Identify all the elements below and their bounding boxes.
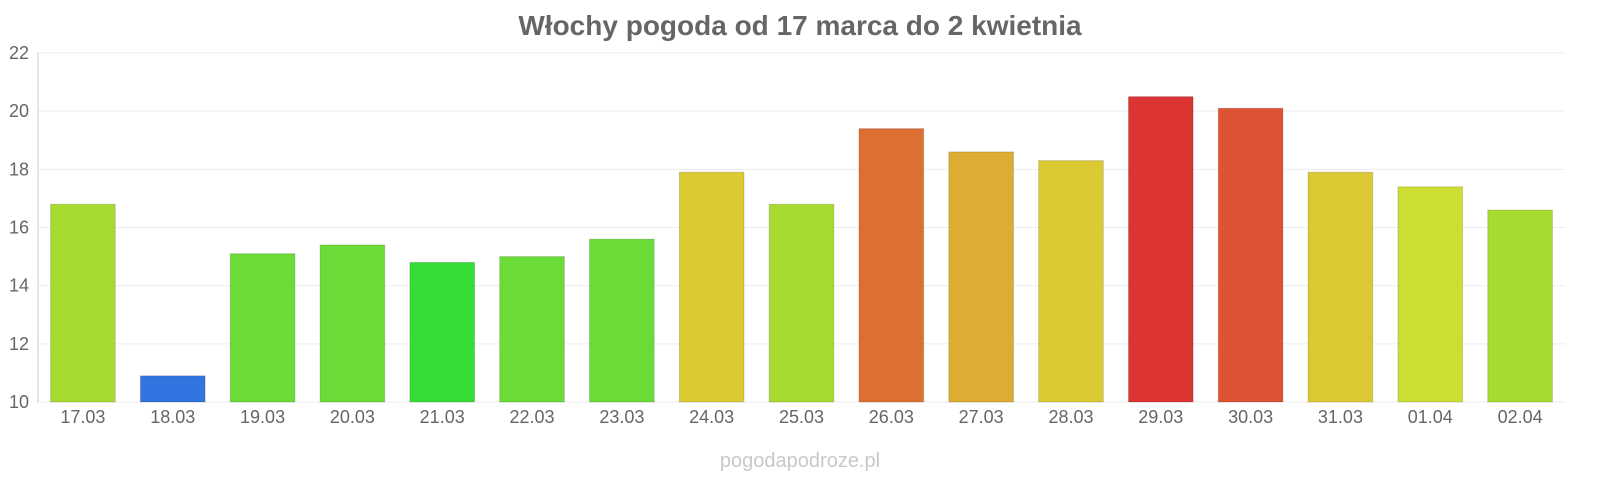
x-tick-label: 20.03: [330, 407, 375, 427]
x-tick-label: 17.03: [60, 407, 105, 427]
x-tick-label: 27.03: [959, 407, 1004, 427]
bar: [319, 244, 386, 403]
x-tick-label: 02.04: [1498, 407, 1543, 427]
y-tick-label: 10: [9, 392, 29, 412]
x-tick-label: 01.04: [1408, 407, 1453, 427]
bar: [858, 128, 925, 403]
x-tick-label: 19.03: [240, 407, 285, 427]
x-tick-label: 24.03: [689, 407, 734, 427]
y-tick-label: 18: [9, 159, 29, 179]
x-tick-label: 18.03: [150, 407, 195, 427]
y-tick-label: 16: [9, 218, 29, 238]
x-tick-label: 21.03: [420, 407, 465, 427]
bar: [589, 238, 655, 403]
bar: [768, 203, 835, 403]
bar: [1397, 186, 1464, 403]
x-tick-label: 23.03: [599, 407, 644, 427]
bar: [139, 375, 206, 403]
bars: [50, 96, 1553, 403]
y-tick-label: 14: [9, 276, 29, 296]
bar: [678, 171, 745, 403]
bar: [499, 256, 565, 403]
bar: [1487, 209, 1553, 403]
bar: [1307, 171, 1374, 403]
y-tick-label: 20: [9, 101, 29, 121]
bar: [229, 253, 296, 403]
chart-title: Włochy pogoda od 17 marca do 2 kwietnia: [518, 10, 1082, 41]
bar: [1038, 160, 1104, 403]
tick-labels: 10 12 14 16 18 20 22 17.03 18.03 19.03 20.03 21.03 2…: [9, 43, 1543, 427]
y-tick-label: 22: [9, 43, 29, 63]
bar: [1127, 96, 1194, 403]
bar: [409, 261, 476, 403]
x-tick-label: 26.03: [869, 407, 914, 427]
x-tick-label: 28.03: [1048, 407, 1093, 427]
x-tick-label: 22.03: [510, 407, 555, 427]
bar: [50, 203, 116, 403]
x-tick-label: 29.03: [1138, 407, 1183, 427]
x-tick-label: 25.03: [779, 407, 824, 427]
x-tick-label: 31.03: [1318, 407, 1363, 427]
bar: [1217, 107, 1284, 403]
watermark: pogodapodroze.pl: [719, 450, 881, 472]
y-tick-label: 12: [9, 334, 29, 354]
x-tick-label: 30.03: [1228, 407, 1273, 427]
bar: [948, 151, 1014, 403]
